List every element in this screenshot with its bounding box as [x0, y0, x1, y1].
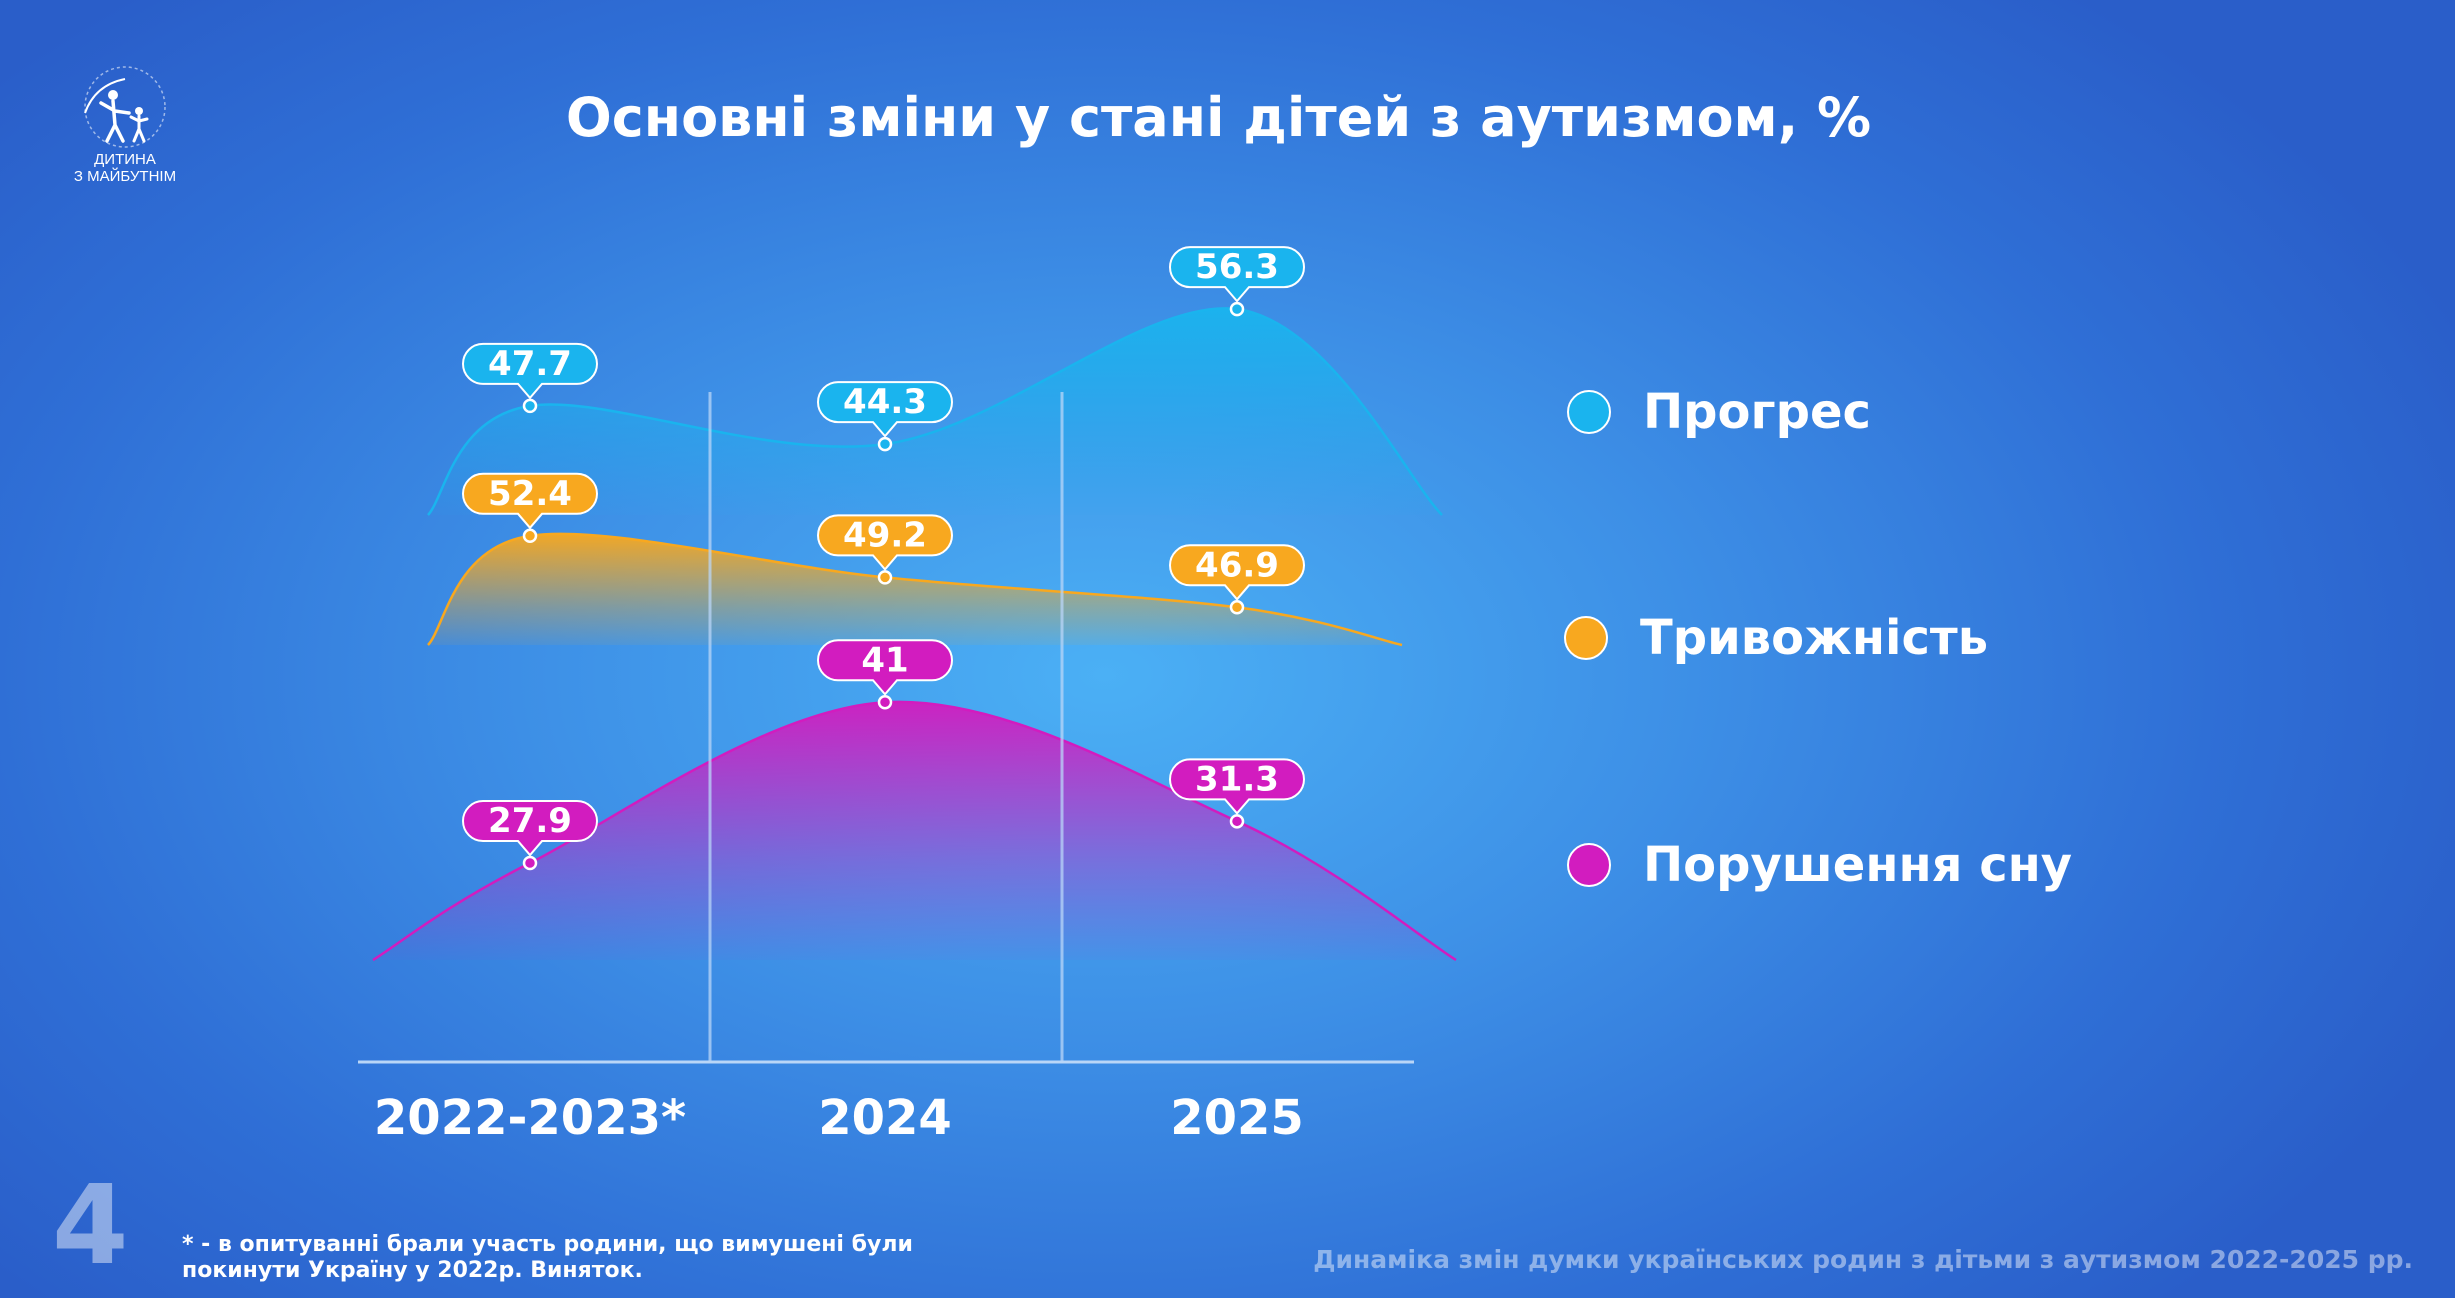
- legend-item-sleep: Порушення сну: [1567, 837, 2072, 893]
- legend-item-progress: Прогрес: [1567, 384, 1871, 440]
- series-area-progress: [428, 308, 1442, 515]
- svg-text:27.9: 27.9: [488, 801, 572, 841]
- data-label-progress: 44.3: [817, 381, 953, 438]
- svg-text:31.3: 31.3: [1195, 759, 1279, 799]
- page-number: 4: [52, 1161, 129, 1289]
- data-point-progress: [1229, 301, 1245, 317]
- data-point-sleep: [1229, 814, 1245, 829]
- data-label-anxiety: 49.2: [817, 514, 953, 571]
- data-label-progress: 47.7: [462, 342, 598, 400]
- data-point-anxiety: [877, 570, 893, 585]
- series-area-sleep: [373, 701, 1456, 960]
- data-label-sleep: 31.3: [1169, 758, 1305, 815]
- legend-label-progress: Прогрес: [1643, 384, 1871, 440]
- legend-label-anxiety: Тривожність: [1640, 610, 1989, 666]
- area-chart: 2022-2023* 2024 2025 47.744.356.352.449.24…: [358, 246, 1457, 1146]
- legend-label-sleep: Порушення сну: [1643, 837, 2073, 893]
- logo: ДИТИНА З МАЙБУТНІМ: [55, 55, 195, 190]
- logo-emblem-icon: [84, 66, 166, 148]
- chart-title: Основні зміни у стані дітей з аутизмом, …: [565, 86, 1872, 149]
- data-point-anxiety: [522, 528, 538, 544]
- legend-dot-sleep: [1567, 843, 1611, 887]
- data-label-sleep: 27.9: [462, 800, 598, 857]
- x-tick-label: 2025: [1170, 1090, 1304, 1146]
- x-tick-label: 2022-2023*: [374, 1090, 686, 1146]
- source-note: Динаміка змін думки українських родин з …: [1313, 1245, 2413, 1274]
- svg-text:49.2: 49.2: [843, 515, 927, 555]
- data-point-anxiety: [1229, 600, 1245, 615]
- chart-axes: 2022-2023* 2024 2025: [358, 392, 1414, 1146]
- data-label-anxiety: 52.4: [462, 472, 598, 530]
- svg-text:44.3: 44.3: [843, 382, 927, 422]
- series-area-anxiety: [428, 533, 1402, 645]
- x-tick-label: 2024: [818, 1090, 952, 1146]
- data-point-sleep: [877, 695, 893, 710]
- logo-line1: ДИТИНА: [94, 151, 156, 168]
- data-point-progress: [522, 398, 538, 414]
- svg-text:41: 41: [861, 640, 908, 680]
- data-point-sleep: [522, 855, 538, 871]
- legend-item-anxiety: Тривожність: [1564, 610, 1988, 666]
- footnote: * - в опитуванні брали участь родини, що…: [182, 1232, 942, 1284]
- footnote-line2: покинути Україну у 2022р. Виняток.: [182, 1258, 643, 1283]
- data-point-progress: [877, 436, 893, 452]
- chart-areas: [372, 307, 1457, 962]
- chart-marks: 47.7 44.3 56.3 52.4 49.2 46.9 27.9 41 31.3: [462, 246, 1305, 871]
- svg-text:46.9: 46.9: [1195, 545, 1279, 585]
- svg-text:56.3: 56.3: [1195, 247, 1279, 287]
- footnote-line1: * - в опитуванні брали участь родини, що…: [182, 1232, 913, 1257]
- series-line-progress: [427, 307, 1443, 516]
- legend-dot-anxiety: [1564, 616, 1608, 660]
- logo-line2: З МАЙБУТНІМ: [73, 168, 177, 185]
- legend-dot-progress: [1567, 390, 1611, 434]
- data-label-sleep: 41: [817, 639, 953, 696]
- svg-text:47.7: 47.7: [488, 344, 572, 384]
- data-label-anxiety: 46.9: [1169, 544, 1305, 601]
- data-label-progress: 56.3: [1169, 246, 1305, 303]
- svg-text:52.4: 52.4: [488, 474, 572, 514]
